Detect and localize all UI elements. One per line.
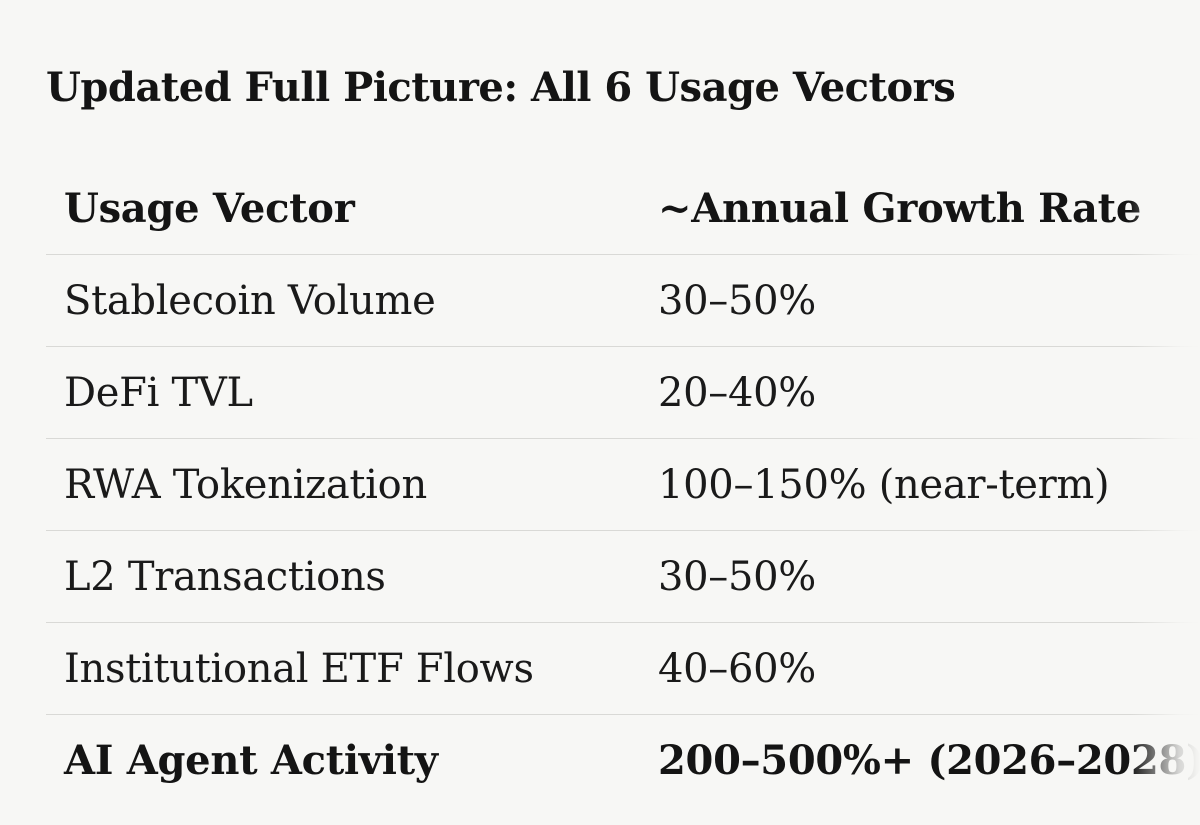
section-heading: Updated Full Picture: All 6 Usage Vector…: [46, 64, 956, 111]
table-row-highlighted: AI Agent Activity 200–500%+ (2026–2028): [46, 715, 1200, 807]
growth-rate-cell: 20–40%: [658, 369, 817, 416]
table-row: L2 Transactions 30–50%: [46, 531, 1200, 623]
table-row: DeFi TVL 20–40%: [46, 347, 1200, 439]
growth-rate-cell: 100–150% (near-term): [658, 461, 1110, 508]
column-header-usage-vector: Usage Vector: [64, 184, 355, 232]
usage-vector-cell: RWA Tokenization: [64, 461, 427, 508]
growth-rate-cell: 30–50%: [658, 277, 817, 324]
table-row: Stablecoin Volume 30–50%: [46, 255, 1200, 347]
table-row: Institutional ETF Flows 40–60%: [46, 623, 1200, 715]
growth-rate-cell: 30–50%: [658, 553, 817, 600]
usage-vectors-table: Usage Vector ~Annual Growth Rate Stablec…: [46, 162, 1200, 806]
usage-vector-cell: AI Agent Activity: [64, 737, 438, 784]
growth-rate-cell: 40–60%: [658, 645, 817, 692]
usage-vector-cell: Stablecoin Volume: [64, 277, 436, 324]
column-header-growth-rate: ~Annual Growth Rate: [658, 184, 1141, 232]
growth-rate-cell: 200–500%+ (2026–2028): [658, 737, 1200, 784]
usage-vectors-table-container: Usage Vector ~Annual Growth Rate Stablec…: [46, 162, 1200, 806]
usage-vector-cell: DeFi TVL: [64, 369, 253, 416]
table-row: RWA Tokenization 100–150% (near-term): [46, 439, 1200, 531]
table-header-row: Usage Vector ~Annual Growth Rate: [46, 162, 1200, 255]
usage-vector-cell: Institutional ETF Flows: [64, 645, 534, 692]
usage-vector-cell: L2 Transactions: [64, 553, 386, 600]
